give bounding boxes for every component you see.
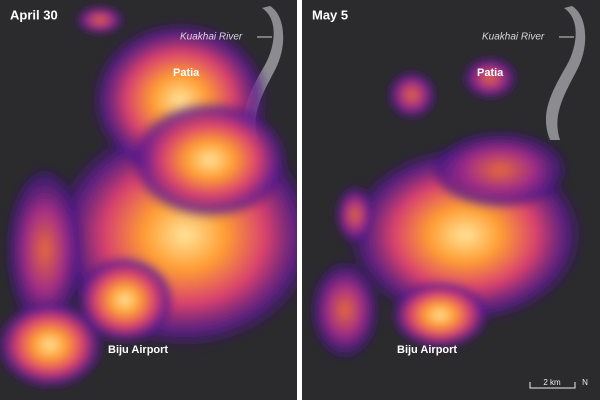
- place-label: Patia: [477, 67, 504, 79]
- date-label: April 30: [10, 7, 58, 22]
- river-shape: [545, 6, 586, 140]
- place-label: Biju Airport: [397, 344, 457, 356]
- panel-left: April 30 Kuakhai River Patia Biju Airpor…: [0, 0, 297, 400]
- river-label: Kuakhai River: [482, 32, 545, 43]
- place-label: Biju Airport: [108, 344, 168, 356]
- north-arrow: N: [582, 378, 588, 387]
- scale-bar: [529, 382, 576, 389]
- place-label: Patia: [173, 67, 200, 79]
- panel-right: May 5 Kuakhai River Patia Biju Airport 2…: [302, 0, 600, 400]
- date-label: May 5: [312, 7, 348, 22]
- scale-label: 2 km: [543, 378, 561, 387]
- light-glow: [0, 5, 297, 390]
- river-label: Kuakhai River: [180, 32, 243, 43]
- light-glow: [310, 56, 585, 360]
